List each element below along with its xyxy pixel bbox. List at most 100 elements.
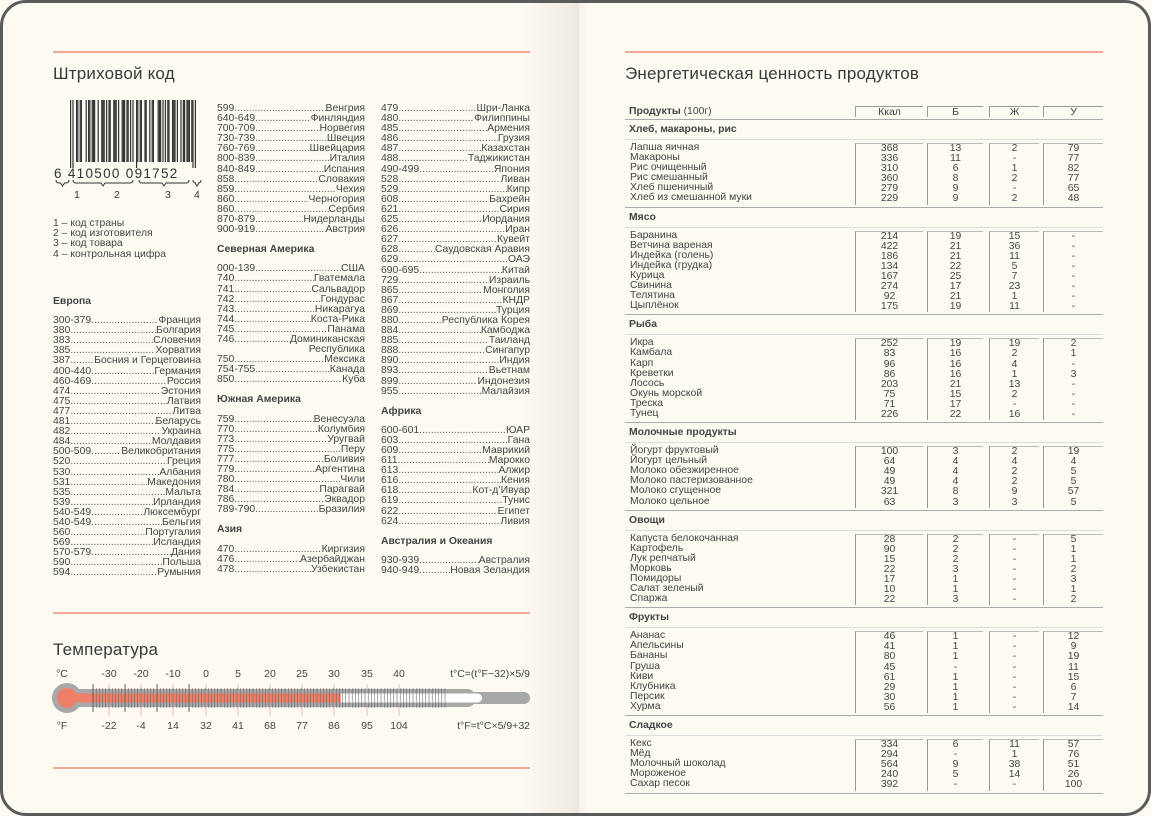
- barcode-bar: [168, 100, 170, 162]
- code: 478: [217, 564, 235, 575]
- product-name: Помидоры: [630, 573, 682, 584]
- dot-leader: [70, 427, 161, 437]
- barcode-bar: [191, 100, 193, 162]
- barcode-bar: [102, 100, 104, 162]
- fat-value: 2: [1011, 348, 1018, 360]
- fat-value: 4: [1011, 456, 1018, 468]
- code: 621: [381, 204, 399, 215]
- protein-value: 21: [949, 291, 962, 303]
- fat-value: -: [1012, 661, 1017, 673]
- code: 860: [217, 194, 235, 205]
- category-header: Фрукты: [625, 608, 1103, 629]
- code: 608: [381, 194, 399, 205]
- celsius-tick-label: 25: [296, 668, 308, 680]
- country: Китай: [501, 265, 530, 276]
- product-name: Салат зеленый: [630, 583, 704, 595]
- celsius-tick-label: 35: [361, 668, 373, 680]
- fat-value: -: [1012, 398, 1017, 410]
- barcode-bar: [145, 100, 147, 162]
- kcal-value: 17: [883, 574, 896, 585]
- carbs-value: -: [1071, 250, 1076, 262]
- fat-value: 19: [1008, 338, 1021, 350]
- dot-leader: [234, 415, 313, 425]
- barcode-bar: [72, 100, 74, 168]
- country-code-row: 750 Мексика: [217, 355, 365, 365]
- fat-value: 1: [1011, 291, 1018, 303]
- code: 700-709: [217, 124, 256, 135]
- country: Греция: [167, 457, 201, 468]
- dot-leader: [255, 165, 324, 175]
- kcal-value: 22: [883, 594, 896, 606]
- code: 858: [217, 174, 235, 185]
- country-code-row: 618 Кот-д’Ивуар: [381, 486, 530, 496]
- code: 616: [381, 476, 399, 487]
- code: 481: [53, 417, 71, 428]
- country: Венгрия: [325, 104, 365, 114]
- carbs-value: -: [1071, 378, 1076, 390]
- dot-leader: [398, 296, 502, 306]
- country: Босния и Герцеговина: [94, 356, 201, 367]
- dot-leader: [234, 475, 340, 485]
- celsius-formula: t°C=(t°F−32)×5/9: [450, 668, 530, 680]
- carbs-value: 65: [1067, 183, 1080, 195]
- dot-leader: [255, 505, 319, 515]
- country-code-row: 742 Гондурас: [217, 295, 365, 305]
- kcal-value: 186: [880, 250, 899, 262]
- country: Камбоджа: [480, 326, 530, 337]
- barcode-bar: [85, 100, 87, 162]
- energy-title: Энергетическая ценность продуктов: [625, 64, 920, 83]
- divider: [53, 51, 530, 53]
- code: 609: [381, 446, 399, 456]
- kcal-value: 334: [880, 739, 899, 751]
- kcal-value: 564: [880, 759, 899, 771]
- barcode-image: 6 410500 091752 1 2 3 4: [54, 100, 202, 201]
- region-header: Южная Америка: [217, 394, 301, 406]
- category-header: Мясо: [625, 208, 1103, 228]
- country-code-row: 840-849 Испания: [217, 165, 365, 175]
- protein-value: 19: [949, 230, 962, 242]
- country: Вьетнам: [488, 366, 530, 377]
- dot-leader: [234, 335, 290, 345]
- country: Дания: [171, 548, 201, 559]
- barcode-bar: [76, 100, 78, 162]
- carbs-value: -: [1071, 398, 1076, 410]
- country: Словакия: [318, 174, 365, 185]
- kcal-value: 49: [883, 476, 896, 488]
- dot-leader: [234, 355, 324, 365]
- barcode-bar: [151, 100, 153, 162]
- country-code-row: 869 Турция: [381, 306, 530, 316]
- country-code-row: 880 Республика Корея: [381, 316, 530, 326]
- dot-leader: [91, 316, 158, 326]
- barcode-bar: [88, 100, 90, 162]
- code: 460-469: [53, 376, 92, 387]
- country-code-row: 893 Вьетнам: [381, 366, 530, 376]
- product-name: Мёд: [630, 748, 651, 760]
- country: Болгария: [156, 326, 201, 337]
- country: Литва: [172, 406, 201, 417]
- dot-leader: [70, 326, 156, 336]
- barcode-bar: [139, 100, 141, 162]
- country-code-row: 540-549 Бельгия: [53, 518, 201, 528]
- barcode-bar: [126, 100, 128, 162]
- code: 626: [381, 225, 399, 236]
- country-code-row: Республика: [217, 345, 365, 355]
- country-code-row: 730-739 Швеция: [217, 134, 365, 144]
- protein-value: 21: [949, 240, 962, 252]
- barcode-bar: [182, 100, 184, 162]
- fahrenheit-tick-label: 77: [296, 720, 308, 732]
- fat-value-column: 19 2 4 1 13 2-16: [989, 338, 1039, 421]
- country: Египет: [497, 506, 530, 517]
- country: Азербайджан: [300, 554, 365, 565]
- country-code-row: 460-469 Россия: [53, 377, 201, 387]
- dot-leader: [234, 205, 328, 215]
- kcal-value-column: 368 336 310 360 279 229: [855, 143, 923, 205]
- country: Марокко: [488, 456, 530, 467]
- code: 865: [381, 285, 399, 296]
- category-header: Рыба: [625, 315, 1103, 336]
- carbs-value: 77: [1067, 153, 1080, 165]
- carbs-value: 5: [1070, 466, 1077, 478]
- barcode-bar: [121, 100, 123, 162]
- barcode-bar: [172, 100, 174, 162]
